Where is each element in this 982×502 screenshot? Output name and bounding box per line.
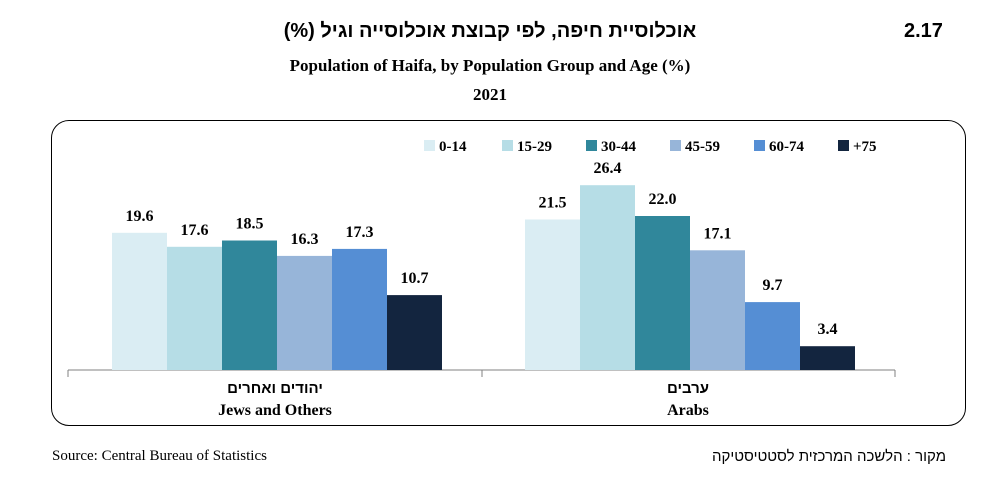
legend-label-15-29: 15-29 xyxy=(517,139,552,155)
category-label-he-1: ערבים xyxy=(667,380,709,397)
chart-year: 2021 xyxy=(473,85,507,104)
category-label-en-1: Arabs xyxy=(667,402,709,419)
figure-number: 2.17 xyxy=(904,20,943,42)
data-label-+75-group-0: 10.7 xyxy=(401,270,429,287)
category-label-he-0: יהודים ואחרים xyxy=(227,380,323,397)
data-label-0-14-group-1: 21.5 xyxy=(539,195,567,212)
data-label-45-59-group-1: 17.1 xyxy=(704,225,732,242)
legend-swatch-0-14 xyxy=(424,140,435,151)
source-english: Source: Central Bureau of Statistics xyxy=(52,448,267,464)
legend-label-60-74: 60-74 xyxy=(769,139,804,155)
title-hebrew: אוכלוסיית חיפה, לפי קבוצת אוכלוסייה וגיל… xyxy=(283,20,697,42)
source-hebrew: מקור : הלשכה המרכזית לסטטיסטיקה xyxy=(712,448,946,465)
bar-15-29-group-0 xyxy=(167,246,222,370)
bar-60-74-group-0 xyxy=(332,248,387,370)
bar-30-44-group-0 xyxy=(222,240,277,370)
legend-swatch-15-29 xyxy=(502,140,513,151)
category-label-en-0: Jews and Others xyxy=(218,402,332,419)
bar-0-14-group-0 xyxy=(112,232,167,370)
data-label-30-44-group-1: 22.0 xyxy=(649,191,677,208)
data-label-15-29-group-1: 26.4 xyxy=(594,160,622,177)
legend-swatch-45-59 xyxy=(670,140,681,151)
legend-label-45-59: 45-59 xyxy=(685,139,720,155)
legend-swatch-30-44 xyxy=(586,140,597,151)
bar-+75-group-0 xyxy=(387,295,442,370)
data-label-15-29-group-0: 17.6 xyxy=(181,222,209,239)
legend-label-0-14: 0-14 xyxy=(439,139,467,155)
legend-label-+75: +75 xyxy=(853,139,877,155)
legend-swatch-+75 xyxy=(838,140,849,151)
bar-45-59-group-1 xyxy=(690,250,745,370)
data-label-60-74-group-1: 9.7 xyxy=(763,277,783,294)
data-label-0-14-group-0: 19.6 xyxy=(126,208,154,225)
bar-45-59-group-0 xyxy=(277,255,332,370)
data-label-+75-group-1: 3.4 xyxy=(818,321,838,338)
legend-label-30-44: 30-44 xyxy=(601,139,636,155)
bar-30-44-group-1 xyxy=(635,216,690,370)
data-label-60-74-group-0: 17.3 xyxy=(346,224,374,241)
bar-0-14-group-1 xyxy=(525,219,580,370)
bar-+75-group-1 xyxy=(800,346,855,370)
chart-frame xyxy=(51,120,966,426)
title-english: Population of Haifa, by Population Group… xyxy=(289,56,691,75)
data-label-45-59-group-0: 16.3 xyxy=(291,231,319,248)
bar-15-29-group-1 xyxy=(580,185,635,370)
legend-swatch-60-74 xyxy=(754,140,765,151)
data-label-30-44-group-0: 18.5 xyxy=(236,216,264,233)
bar-60-74-group-1 xyxy=(745,302,800,370)
